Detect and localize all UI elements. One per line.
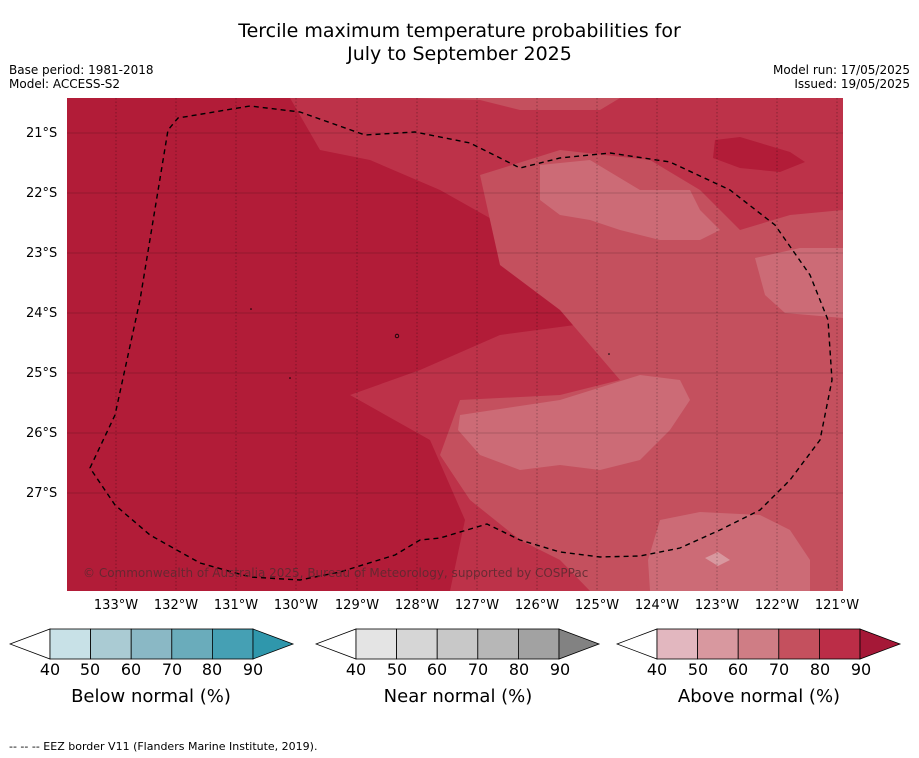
colorbar-segment xyxy=(737,628,780,660)
model-name: Model: ACCESS-S2 xyxy=(9,77,121,91)
lat-label: 25°S xyxy=(26,366,58,381)
colorbar-below-normal xyxy=(9,628,295,660)
colorbar-label-below: Below normal (%) xyxy=(71,686,231,707)
lon-label: 126°W xyxy=(514,598,560,613)
probability-map xyxy=(67,98,843,591)
model-run: Model run: 17/05/2025 xyxy=(772,63,910,77)
cb-tick: 80 xyxy=(508,660,530,679)
lon-label: 130°W xyxy=(273,598,319,613)
lat-label: 21°S xyxy=(26,126,58,141)
cb-tick: 90 xyxy=(242,660,264,679)
lon-label: 124°W xyxy=(634,598,680,613)
lat-gridlines xyxy=(67,132,843,494)
colorbar-above-normal xyxy=(616,628,902,660)
cb-tick: 40 xyxy=(345,660,367,679)
cb-tick: 60 xyxy=(120,660,142,679)
shade-70 xyxy=(410,98,620,110)
colorbar-extend-high xyxy=(558,628,601,660)
map-title-line-1: Tercile maximum temperature probabilitie… xyxy=(238,20,681,42)
cb-tick: 40 xyxy=(646,660,668,679)
cb-tick: 60 xyxy=(727,660,749,679)
lon-label: 128°W xyxy=(394,598,440,613)
cb-tick: 80 xyxy=(809,660,831,679)
shade-60b xyxy=(458,375,690,470)
lat-label: 23°S xyxy=(26,246,58,261)
colorbar-segment xyxy=(477,628,519,660)
colorbar-segment xyxy=(49,628,91,660)
lon-label: 122°W xyxy=(754,598,800,613)
colorbar-extend-high xyxy=(859,628,902,660)
colorbar-extend-low xyxy=(616,628,658,660)
lon-label: 133°W xyxy=(93,598,139,613)
shade-60c xyxy=(540,160,720,240)
colorbar-near-normal xyxy=(315,628,601,660)
lon-label: 121°W xyxy=(814,598,860,613)
meta-right: Model run: 17/05/2025 Issued: 19/05/2025 xyxy=(773,63,910,91)
island xyxy=(250,308,252,310)
shade-60 xyxy=(755,248,843,318)
colorbar-label-above: Above normal (%) xyxy=(677,686,841,707)
cb-tick: 70 xyxy=(467,660,489,679)
cb-tick: 50 xyxy=(687,660,709,679)
island xyxy=(289,377,291,379)
shade-60d xyxy=(648,512,810,591)
lon-label: 129°W xyxy=(334,598,380,613)
island xyxy=(608,353,610,355)
colorbar-segment xyxy=(396,628,438,660)
cb-tick: 50 xyxy=(79,660,101,679)
lon-label: 125°W xyxy=(574,598,620,613)
map-title-line-2: July to September 2025 xyxy=(347,43,572,65)
colorbar-extend-low xyxy=(9,628,51,660)
cb-tick: 50 xyxy=(386,660,408,679)
colorbar-segment xyxy=(90,628,132,660)
cb-tick: 70 xyxy=(161,660,183,679)
colorbar-extend-high xyxy=(252,628,295,660)
island xyxy=(394,333,400,339)
shade-50 xyxy=(705,552,730,566)
cb-tick: 80 xyxy=(201,660,223,679)
colorbar-segment xyxy=(130,628,173,660)
lat-label: 27°S xyxy=(26,486,58,501)
colorbar-label-near: Near normal (%) xyxy=(383,686,533,707)
copyright-credit: © Commonwealth of Australia 2025, Bureau… xyxy=(83,566,589,580)
colorbar-segment xyxy=(656,628,698,660)
colorbar-segment xyxy=(436,628,479,660)
colorbar-segment xyxy=(517,628,560,660)
colorbar-segment xyxy=(211,628,254,660)
base-period: Base period: 1981-2018 xyxy=(9,63,154,77)
cb-tick: 60 xyxy=(426,660,448,679)
lon-label: 123°W xyxy=(694,598,740,613)
cb-tick: 90 xyxy=(549,660,571,679)
meta-left: Base period: 1981-2018 Model: ACCESS-S2 xyxy=(9,63,154,91)
colorbar-segment xyxy=(818,628,861,660)
lat-label: 26°S xyxy=(26,426,58,441)
eez-border xyxy=(89,105,833,581)
colorbar-segment xyxy=(355,628,397,660)
lon-gridlines xyxy=(115,98,838,591)
colorbar-segment xyxy=(697,628,739,660)
lon-label: 131°W xyxy=(213,598,259,613)
cb-tick: 40 xyxy=(39,660,61,679)
colorbar-extend-low xyxy=(315,628,357,660)
colorbar-segment xyxy=(778,628,820,660)
cb-tick: 70 xyxy=(768,660,790,679)
eez-legend-footer: -- -- -- EEZ border V11 (Flanders Marine… xyxy=(9,740,318,753)
lon-label: 132°W xyxy=(153,598,199,613)
lon-label: 127°W xyxy=(454,598,500,613)
issued-date: Issued: 19/05/2025 xyxy=(794,77,910,91)
shade-90b xyxy=(713,137,805,172)
colorbar-segment xyxy=(171,628,213,660)
lat-label: 22°S xyxy=(26,186,58,201)
lat-label: 24°S xyxy=(26,306,58,321)
cb-tick: 90 xyxy=(850,660,872,679)
